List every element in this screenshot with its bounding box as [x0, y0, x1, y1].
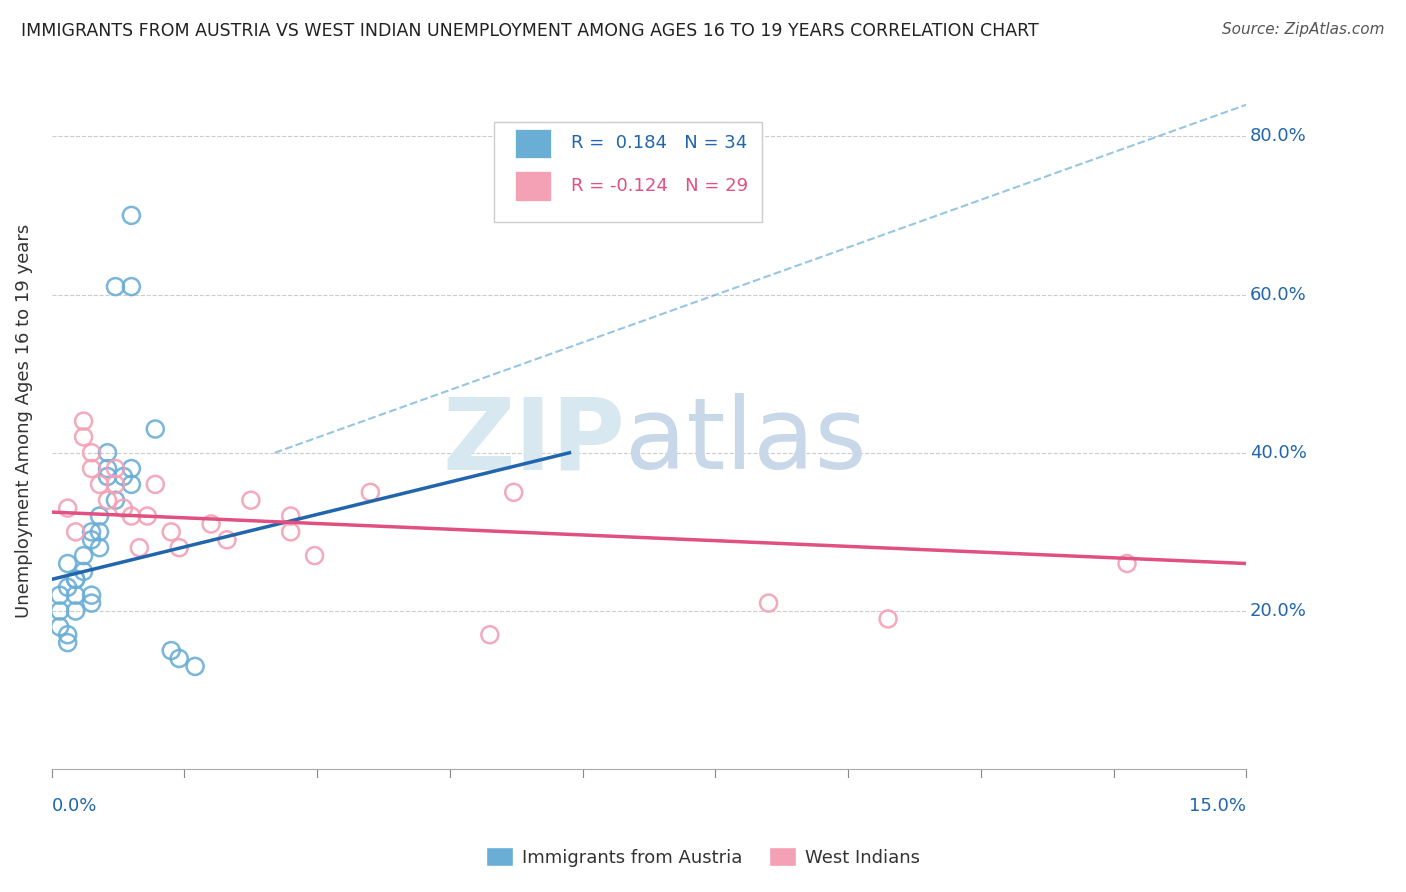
Point [72, 549, 94, 563]
Point [80, 461, 103, 475]
Point [112, 469, 135, 483]
Point [65, 572, 87, 586]
Point [1116, 557, 1139, 571]
Point [112, 501, 135, 516]
Point [72, 414, 94, 428]
Point [167, 541, 190, 555]
Point [89, 541, 111, 555]
Point [89, 477, 111, 491]
Point [304, 549, 326, 563]
Point [120, 279, 142, 293]
Legend: Immigrants from Austria, West Indians: Immigrants from Austria, West Indians [478, 840, 928, 874]
Point [96, 493, 118, 508]
Point [56, 557, 79, 571]
Point [136, 509, 159, 524]
Point [56, 628, 79, 642]
Text: Source: ZipAtlas.com: Source: ZipAtlas.com [1222, 22, 1385, 37]
Point [89, 509, 111, 524]
Point [65, 524, 87, 539]
Text: 20.0%: 20.0% [1250, 602, 1308, 620]
Point [120, 477, 142, 491]
Point [65, 572, 87, 586]
Point [104, 461, 127, 475]
Point [48, 588, 70, 602]
Point [167, 651, 190, 665]
Point [104, 279, 127, 293]
Text: R =  0.184   N = 34: R = 0.184 N = 34 [571, 135, 748, 153]
Point [160, 643, 183, 657]
Point [72, 565, 94, 579]
Text: 80.0%: 80.0% [1250, 128, 1306, 145]
Point [758, 596, 780, 610]
Point [56, 635, 79, 649]
Point [215, 533, 238, 547]
Point [72, 430, 94, 444]
Point [80, 533, 103, 547]
Point [104, 477, 127, 491]
Point [200, 516, 222, 531]
Point [120, 208, 142, 222]
Point [143, 477, 166, 491]
Point [89, 524, 111, 539]
Point [120, 509, 142, 524]
Point [280, 509, 302, 524]
Point [80, 446, 103, 460]
Point [359, 485, 381, 500]
Text: ZIP: ZIP [443, 393, 626, 491]
Point [96, 461, 118, 475]
Point [96, 469, 118, 483]
Point [80, 588, 103, 602]
Point [184, 659, 207, 673]
Point [56, 580, 79, 594]
Point [239, 493, 262, 508]
Point [80, 524, 103, 539]
Point [65, 604, 87, 618]
Point [502, 485, 524, 500]
Point [48, 620, 70, 634]
Y-axis label: Unemployment Among Ages 16 to 19 years: Unemployment Among Ages 16 to 19 years [15, 224, 32, 618]
Text: R = -0.124   N = 29: R = -0.124 N = 29 [571, 177, 748, 195]
Point [128, 541, 150, 555]
Point [160, 524, 183, 539]
Text: 40.0%: 40.0% [1250, 443, 1308, 462]
Point [478, 628, 501, 642]
Point [48, 604, 70, 618]
Point [143, 422, 166, 436]
Point [56, 501, 79, 516]
Text: atlas: atlas [626, 393, 868, 491]
Point [80, 596, 103, 610]
Text: 0.0%: 0.0% [52, 797, 97, 815]
Text: 60.0%: 60.0% [1250, 285, 1306, 303]
Point [65, 588, 87, 602]
Point [120, 461, 142, 475]
Point [877, 612, 900, 626]
Point [96, 446, 118, 460]
Text: IMMIGRANTS FROM AUSTRIA VS WEST INDIAN UNEMPLOYMENT AMONG AGES 16 TO 19 YEARS CO: IMMIGRANTS FROM AUSTRIA VS WEST INDIAN U… [21, 22, 1039, 40]
Point [104, 493, 127, 508]
Point [280, 524, 302, 539]
Text: 15.0%: 15.0% [1189, 797, 1247, 815]
